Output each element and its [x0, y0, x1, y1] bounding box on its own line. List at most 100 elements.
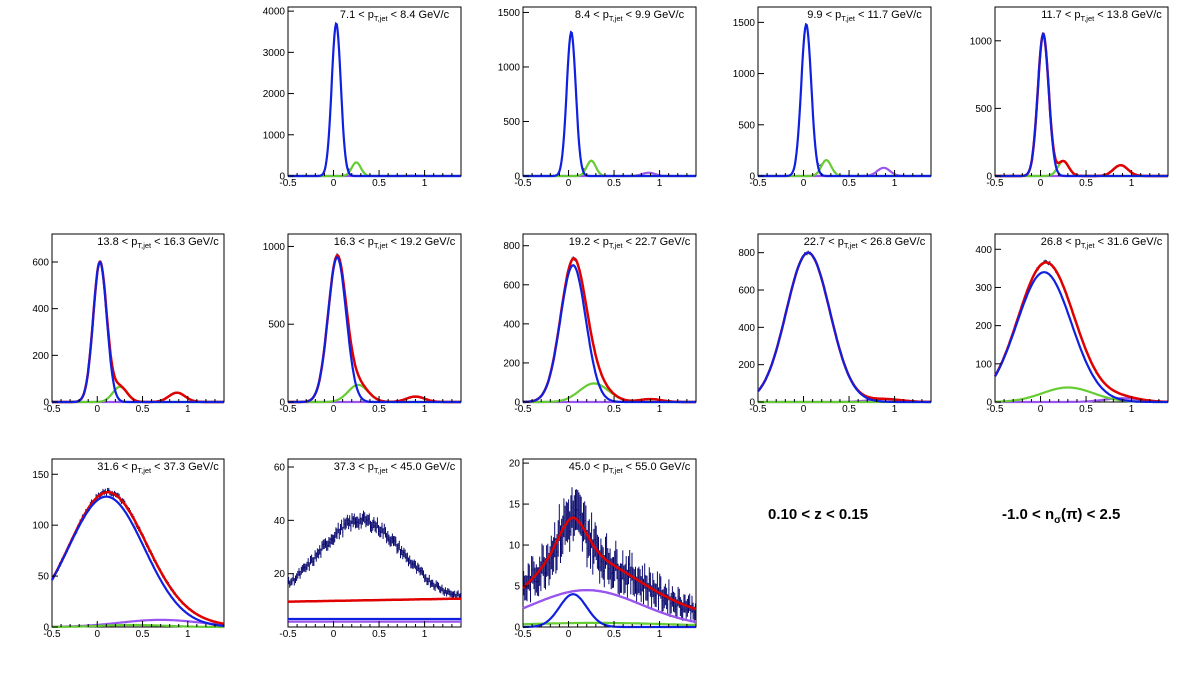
x-tick-label: 0.5 — [372, 629, 386, 640]
x-tick-label: 1 — [422, 178, 428, 189]
x-tick-label: -0.5 — [749, 404, 767, 415]
y-tick-label: 40 — [274, 516, 286, 527]
y-tick-label: 0 — [986, 398, 992, 409]
y-tick-label: 1000 — [263, 130, 286, 141]
y-tick-label: 1000 — [733, 69, 756, 80]
x-tick-label: 1 — [422, 404, 428, 415]
x-tick-label: 1 — [892, 404, 898, 415]
y-tick-label: 1000 — [970, 36, 993, 47]
y-tick-label: 0 — [986, 172, 992, 183]
y-tick-label: 5 — [514, 582, 520, 593]
x-tick-label: 0.5 — [607, 629, 621, 640]
panel-title: 37.3 < pT,jet < 45.0 GeV/c — [334, 461, 456, 475]
panel-frame — [994, 6, 1169, 177]
panel-frame — [287, 233, 462, 403]
x-tick-label: 0.5 — [1079, 404, 1093, 415]
kaon-fit-curve — [758, 158, 931, 178]
y-tick-label: 400 — [503, 319, 520, 330]
y-tick-label: 0 — [749, 398, 755, 409]
y-tick-label: 600 — [738, 286, 755, 297]
x-tick-label: 0 — [331, 629, 337, 640]
x-tick-label: -0.5 — [279, 404, 297, 415]
data-histogram — [523, 30, 696, 177]
y-tick-label: 400 — [738, 323, 755, 334]
total-fit-curve — [288, 597, 461, 603]
proton-fit-curve — [758, 166, 931, 178]
panel-frame — [51, 233, 225, 403]
x-tick-label: 0 — [331, 404, 337, 415]
total-fit-curve — [50, 490, 225, 626]
x-tick-label: 0 — [566, 629, 572, 640]
x-tick-label: -0.5 — [986, 178, 1004, 189]
x-tick-label: 1 — [185, 404, 191, 415]
panel-11: -0.5 0 0.5 1 20 40 60 37.3 < pT,jet < 45.0 GeV/… — [274, 458, 462, 640]
panel-frame — [522, 6, 697, 177]
x-tick-label: 1 — [657, 178, 663, 189]
data-histogram — [288, 23, 461, 177]
y-tick-label: 800 — [738, 248, 755, 259]
x-tick-label: 1 — [185, 629, 191, 640]
pion-fit-curve — [52, 260, 224, 404]
y-tick-label: 1500 — [733, 18, 756, 29]
kaon-fit-curve — [288, 383, 461, 404]
x-tick-label: 0.5 — [607, 404, 621, 415]
y-tick-label: 0 — [749, 172, 755, 183]
y-tick-label: 0 — [514, 172, 520, 183]
x-tick-label: 0 — [1038, 404, 1044, 415]
total-fit-curve — [522, 516, 697, 611]
total-fit-curve — [995, 32, 1168, 178]
pion-fit-curve — [523, 593, 696, 629]
y-tick-label: 200 — [738, 360, 755, 371]
y-tick-label: 100 — [975, 359, 992, 370]
data-histogram — [758, 23, 931, 177]
kaon-fit-curve — [523, 621, 697, 627]
x-tick-label: 0.5 — [607, 178, 621, 189]
pion-fit-curve — [523, 264, 696, 404]
x-tick-label: -0.5 — [514, 178, 532, 189]
y-tick-label: 2000 — [263, 89, 286, 100]
pion-fit-curve — [288, 21, 461, 178]
y-tick-label: 100 — [32, 521, 49, 532]
y-tick-label: 1000 — [263, 242, 286, 253]
data-histogram — [995, 259, 1168, 403]
panel-frame — [287, 458, 462, 628]
x-tick-label: -0.5 — [43, 404, 61, 415]
y-tick-label: 600 — [32, 258, 49, 269]
y-tick-label: 0 — [514, 623, 520, 634]
total-fit-curve — [993, 261, 1168, 404]
y-tick-label: 20 — [274, 569, 286, 580]
y-tick-label: 150 — [32, 470, 49, 481]
pion-fit-curve — [995, 32, 1168, 178]
data-histogram — [288, 510, 461, 600]
pion-fit-curve — [757, 251, 931, 404]
x-tick-label: 0 — [566, 404, 572, 415]
data-histogram — [758, 250, 931, 403]
x-tick-label: 0.5 — [1079, 178, 1093, 189]
y-tick-label: 0 — [43, 623, 49, 634]
nsigma-range-label: -1.0 < nσ(π) < 2.5 — [1002, 506, 1121, 526]
y-tick-label: 200 — [975, 321, 992, 332]
y-tick-label: 300 — [975, 283, 992, 294]
pion-fit-curve — [523, 30, 696, 178]
y-tick-label: 1500 — [498, 8, 521, 19]
data-histogram — [995, 32, 1168, 177]
x-tick-label: 0.5 — [136, 629, 150, 640]
y-tick-label: 400 — [975, 245, 992, 256]
pion-fit-curve — [994, 271, 1168, 404]
x-tick-label: 0.5 — [372, 404, 386, 415]
kaon-fit-curve — [523, 159, 696, 178]
kaon-fit-curve — [288, 161, 461, 178]
y-tick-label: 800 — [503, 241, 520, 252]
x-tick-label: 1 — [657, 629, 663, 640]
x-tick-label: -0.5 — [514, 629, 532, 640]
x-tick-label: 1 — [892, 178, 898, 189]
